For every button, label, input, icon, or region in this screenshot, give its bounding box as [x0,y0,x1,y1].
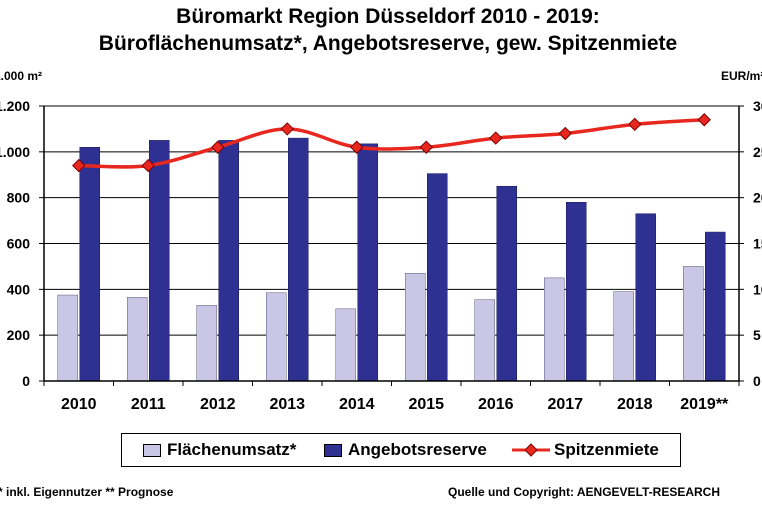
y-tick-left: 800 [7,190,31,206]
legend-label-flaechenumsatz: Flächenumsatz* [167,440,297,459]
x-tick-label: 2019** [680,396,729,413]
y-tick-right: 0 [753,373,761,389]
x-tick-label: 2010 [61,396,97,413]
point-spitzenmiete [628,117,642,132]
point-spitzenmiete [558,126,572,141]
y-axis-left-label: 1.000 m² [0,69,43,83]
point-spitzenmiete [72,158,86,173]
chart-subtitle: Büroflächenumsatz*, Angebotsreserve, gew… [98,32,678,55]
y-axis-right-label: EUR/m² [721,69,762,83]
y-tick-right: 10 [753,281,762,297]
bar-angebotsreserve [149,140,170,382]
x-tick-label: 2011 [131,396,166,413]
line-spitzenmiete [78,118,705,169]
x-tick-label: 2013 [269,396,305,413]
bar-flaechenumsatz [405,273,426,382]
bar-flaechenumsatz [266,292,287,382]
footnote-source: Quelle und Copyright: AENGEVELT-RESEARCH [448,485,721,499]
x-tick-label: 2017 [547,396,583,413]
x-tick-label: 2015 [408,396,444,413]
bar-flaechenumsatz [613,291,634,382]
bar-flaechenumsatz [474,299,495,382]
y-tick-right: 30 [753,98,762,114]
x-tick-label: 2018 [617,396,653,413]
bar-flaechenumsatz [57,294,78,382]
y-tick-left: 0 [22,373,30,389]
point-spitzenmiete [211,140,225,154]
point-spitzenmiete [489,131,503,145]
bar-flaechenumsatz [544,277,565,382]
legend-label-angebotsreserve: Angebotsreserve [348,440,487,459]
bar-angebotsreserve [496,185,517,382]
y-tick-left: 600 [7,236,31,252]
bar-angebotsreserve [635,213,656,382]
bar-angebotsreserve [705,231,726,382]
chart-plot: 0 0 200 5 400 10 600 15 800 20 1.000 25 1.200 30 2010 2… [0,98,762,413]
y-tick-right: 25 [753,144,762,160]
x-tick-label: 2016 [478,396,514,413]
bar-angebotsreserve [357,143,378,382]
legend-label-spitzenmiete: Spitzenmiete [554,440,659,459]
x-tick-label: 2014 [339,396,375,413]
bar-angebotsreserve [566,202,587,382]
bar-angebotsreserve [218,140,239,382]
x-tick-label: 2012 [200,396,236,413]
legend-swatch-flaechenumsatz [143,444,161,457]
bar-flaechenumsatz [196,305,217,382]
bar-angebotsreserve [79,147,100,382]
chart-title: Büromarkt Region Düsseldorf 2010 - 2019: [176,5,600,28]
y-tick-left: 200 [7,327,31,343]
bar-flaechenumsatz [127,297,148,382]
point-spitzenmiete [141,158,155,173]
bar-flaechenumsatz [683,266,704,382]
point-spitzenmiete [280,122,294,136]
point-spitzenmiete [419,140,433,154]
y-tick-right: 15 [753,236,762,252]
chart-legend: Flächenumsatz* Angebotsreserve Spitzenmi… [121,433,681,467]
y-tick-left: 400 [7,281,31,297]
y-tick-right: 20 [753,190,762,206]
bar-angebotsreserve [427,173,448,382]
footnote-left: * inkl. Eigennutzer ** Prognose [0,485,174,499]
y-tick-left: 1.000 [0,144,30,160]
bar-flaechenumsatz [335,308,356,382]
legend-swatch-angebotsreserve [324,444,342,457]
y-tick-right: 5 [753,327,761,343]
bar-angebotsreserve [288,137,309,382]
y-tick-left: 1.200 [0,98,30,114]
point-spitzenmiete [697,113,711,127]
legend-marker-spitzenmiete [512,443,550,457]
point-spitzenmiete [350,140,364,154]
